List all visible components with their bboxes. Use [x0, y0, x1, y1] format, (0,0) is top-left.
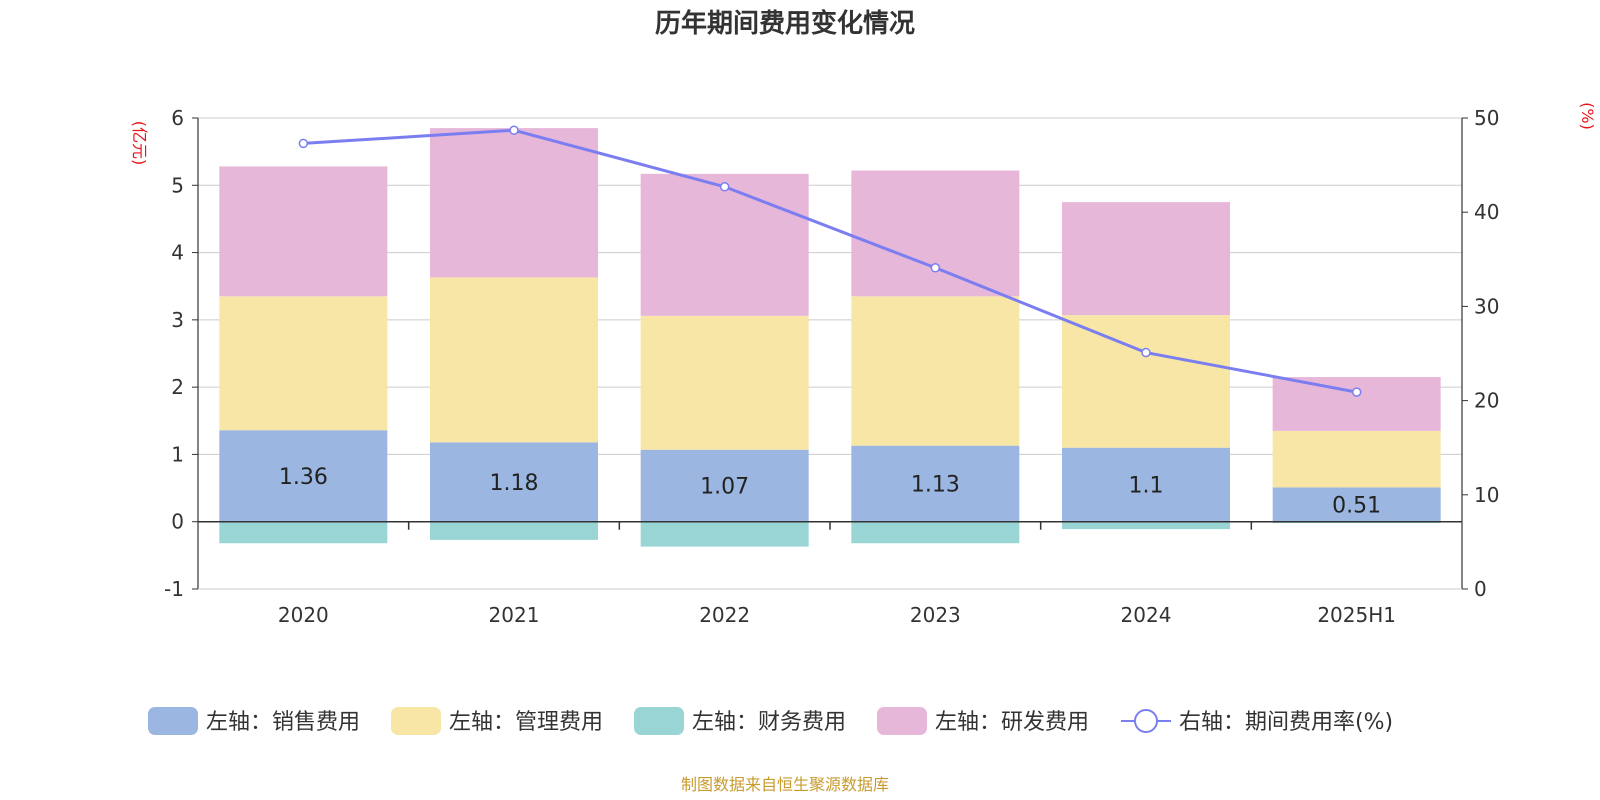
legend-label-1: 左轴：销售费用	[206, 710, 360, 735]
left-tick-label: 5	[171, 173, 184, 197]
sales-data-label: 1.36	[279, 465, 328, 490]
rate-point	[930, 263, 941, 273]
data-labels: 1.36 1.18 1.07 1.13 1.1 0.51	[279, 465, 1381, 519]
left-tick-label: 6	[171, 106, 184, 130]
bar-segment-3	[219, 521, 388, 544]
left-tick-label: 1	[171, 442, 184, 466]
right-tick-label: 30	[1474, 294, 1499, 318]
legend-swatch-4	[877, 707, 927, 735]
category-label: 2020	[278, 603, 329, 627]
rate-point	[1141, 347, 1151, 358]
sales-data-label: 1.13	[911, 473, 960, 498]
bar-segment-4	[1272, 377, 1441, 431]
legend-label-4: 左轴：研发费用	[935, 710, 1089, 735]
bar-segment-4	[430, 128, 598, 278]
legend: 左轴：销售费用 左轴：管理费用 左轴：财务费用 左轴：研发费用 右轴：期间费用率(%)	[148, 707, 1393, 735]
left-tick-label: 2	[171, 375, 184, 399]
category-label: 2023	[910, 603, 961, 627]
legend-swatch-2	[391, 707, 441, 735]
bar-segment-1	[1272, 487, 1441, 522]
legend-swatch-3	[634, 707, 684, 735]
sales-data-label: 1.1	[1129, 474, 1164, 499]
bar-segment-1	[430, 442, 598, 522]
bar-segment-3	[851, 521, 1020, 544]
bar-segment-1	[219, 430, 388, 522]
legend-swatch-1	[148, 707, 198, 735]
sales-data-label: 1.18	[490, 471, 539, 496]
bar-segment-3	[430, 521, 598, 540]
left-tick-label: 3	[171, 308, 184, 332]
legend-line-marker	[1134, 709, 1158, 733]
left-tick-label: -1	[164, 577, 184, 601]
category-label: 2021	[489, 603, 540, 627]
bar-segment-4	[219, 166, 388, 297]
legend-label-3: 左轴：财务费用	[692, 710, 846, 735]
left-tick-label: 0	[171, 510, 184, 534]
source-note: 制图数据来自恒生聚源数据库	[681, 775, 889, 794]
left-tick-label: 4	[171, 241, 184, 265]
sales-data-label: 0.51	[1332, 494, 1381, 519]
grid	[198, 117, 1462, 590]
category-label: 2024	[1121, 603, 1172, 627]
rate-point	[719, 182, 730, 192]
bar-segment-2	[1062, 315, 1230, 448]
bars	[219, 128, 1441, 547]
legend-label-rate: 右轴：期间费用率(%)	[1179, 710, 1393, 735]
right-tick-label: 10	[1474, 483, 1499, 507]
left-axis-unit: (亿元)	[130, 121, 149, 166]
bar-segment-2	[851, 296, 1020, 446]
bar-segment-2	[1272, 430, 1441, 488]
bar-segment-2	[430, 277, 598, 443]
rate-point	[509, 125, 519, 135]
bar-segment-4	[851, 170, 1020, 297]
rate-line-path	[303, 128, 1357, 394]
sales-data-label: 1.07	[700, 475, 749, 500]
rate-point	[1351, 387, 1362, 397]
bar-segment-2	[640, 315, 809, 450]
right-tick-label: 0	[1474, 577, 1487, 601]
right-axis-unit: (%)	[1578, 102, 1597, 130]
right-tick-label: 20	[1474, 389, 1499, 413]
bar-segment-2	[219, 296, 388, 431]
bar-segment-3	[640, 521, 809, 547]
bar-segment-1	[1062, 447, 1230, 522]
right-tick-label: 50	[1474, 106, 1499, 130]
bar-segment-4	[640, 173, 809, 316]
right-tick-label: 40	[1474, 200, 1499, 224]
chart-title: 历年期间费用变化情况	[655, 8, 915, 39]
legend-label-2: 左轴：管理费用	[449, 710, 603, 735]
bar-segment-1	[851, 445, 1020, 522]
category-label: 2022	[699, 603, 750, 627]
bar-segment-1	[640, 449, 809, 522]
bar-segment-4	[1062, 202, 1230, 316]
bar-segment-3	[1062, 521, 1230, 530]
rate-line	[298, 125, 1362, 397]
rate-point	[298, 138, 309, 149]
category-label: 2025H1	[1317, 603, 1396, 627]
